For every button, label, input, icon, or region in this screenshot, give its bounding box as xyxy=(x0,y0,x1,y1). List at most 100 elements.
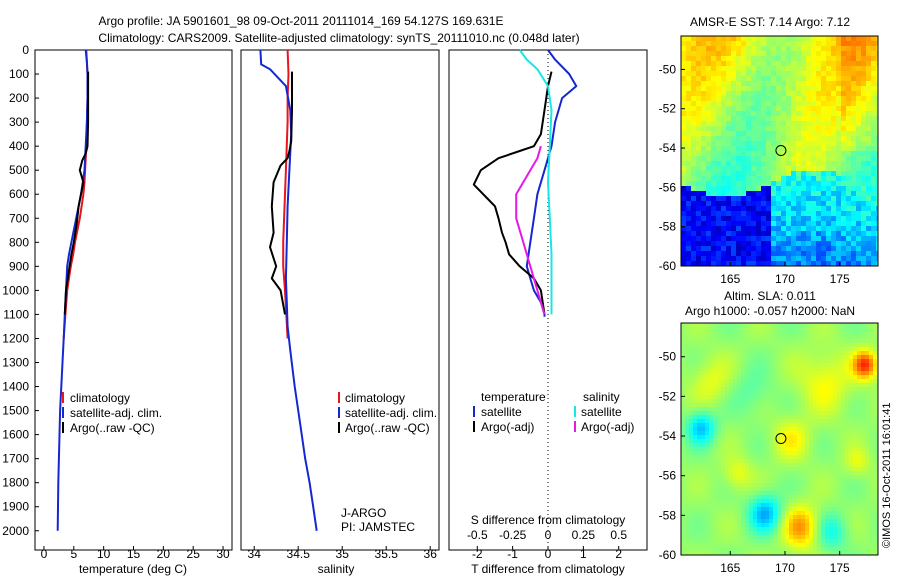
heatmap-cell xyxy=(805,523,810,528)
heatmap-cell xyxy=(841,523,846,528)
heatmap-cell xyxy=(849,435,854,440)
y-tick-label: -54 xyxy=(659,429,677,443)
heatmap-cell xyxy=(726,231,732,237)
heatmap-cell xyxy=(871,211,877,217)
heatmap-cell xyxy=(731,211,737,217)
heatmap-cell xyxy=(845,407,850,412)
heatmap-cell xyxy=(709,339,714,344)
heatmap-cell xyxy=(761,411,766,416)
heatmap-cell xyxy=(757,339,762,344)
heatmap-cell xyxy=(829,551,834,555)
heatmap-cell xyxy=(736,116,742,122)
heatmap-cell xyxy=(716,231,722,237)
heatmap-cell xyxy=(826,101,832,107)
heatmap-cell xyxy=(833,407,838,412)
heatmap-cell xyxy=(865,423,870,428)
heatmap-cell xyxy=(796,156,802,162)
heatmap-cell xyxy=(836,171,842,177)
heatmap-cell xyxy=(733,383,738,388)
heatmap-cell xyxy=(786,56,792,62)
heatmap-cell xyxy=(721,395,726,400)
heatmap-cell xyxy=(806,66,812,72)
heatmap-cell xyxy=(845,387,850,392)
x-tick-label: 34.5 xyxy=(287,547,311,561)
heatmap-cell xyxy=(711,96,717,102)
heatmap-cell xyxy=(701,56,707,62)
heatmap-cell xyxy=(825,543,830,548)
heatmap-cell xyxy=(861,241,867,247)
heatmap-cell xyxy=(777,415,782,420)
heatmap-cell xyxy=(773,535,778,540)
heatmap-cell xyxy=(709,527,714,532)
heatmap-cell xyxy=(773,475,778,480)
heatmap-cell xyxy=(789,535,794,540)
heatmap-cell xyxy=(721,176,727,182)
heatmap-cell xyxy=(753,435,758,440)
heatmap-cell xyxy=(766,196,772,202)
heatmap-cell xyxy=(761,101,767,107)
heatmap-cell xyxy=(741,161,747,167)
heatmap-cell xyxy=(721,363,726,368)
heatmap-cell xyxy=(833,343,838,348)
heatmap-cell xyxy=(851,71,857,77)
heatmap-cell xyxy=(721,171,727,177)
heatmap-cell xyxy=(821,411,826,416)
sla-map-subtitle: Argo h1000: -0.057 h2000: NaN xyxy=(685,304,855,318)
heatmap-cell xyxy=(796,111,802,117)
heatmap-cell xyxy=(741,379,746,384)
heatmap-cell xyxy=(701,261,707,266)
heatmap-cell xyxy=(749,491,754,496)
heatmap-cell xyxy=(706,236,712,242)
heatmap-cell xyxy=(829,411,834,416)
heatmap-cell xyxy=(726,201,732,207)
heatmap-cell xyxy=(757,463,762,468)
heatmap-cell xyxy=(821,371,826,376)
heatmap-cell xyxy=(689,495,694,500)
heatmap-cell xyxy=(781,527,786,532)
heatmap-cell xyxy=(745,471,750,476)
heatmap-cell xyxy=(829,415,834,420)
heatmap-cell xyxy=(726,191,732,197)
heatmap-cell xyxy=(685,367,690,372)
heatmap-cell xyxy=(696,186,702,192)
heatmap-cell xyxy=(726,221,732,227)
heatmap-cell xyxy=(873,331,878,336)
heatmap-cell xyxy=(721,383,726,388)
heatmap-cell xyxy=(709,455,714,460)
heatmap-cell xyxy=(717,335,722,340)
heatmap-cell xyxy=(766,61,772,67)
heatmap-cell xyxy=(873,519,878,524)
heatmap-cell xyxy=(876,71,878,77)
heatmap-cell xyxy=(785,339,790,344)
heatmap-cell xyxy=(689,515,694,520)
heatmap-cell xyxy=(729,399,734,404)
heatmap-cell xyxy=(845,507,850,512)
heatmap-cell xyxy=(725,399,730,404)
heatmap-cell xyxy=(821,415,826,420)
heatmap-cell xyxy=(751,116,757,122)
heatmap-cell xyxy=(701,547,706,552)
heatmap-cell xyxy=(681,451,686,456)
heatmap-cell xyxy=(769,543,774,548)
heatmap-cell xyxy=(721,141,727,147)
heatmap-cell xyxy=(836,56,842,62)
heatmap-cell xyxy=(749,403,754,408)
heatmap-cell xyxy=(821,131,827,137)
heatmap-cell xyxy=(721,221,727,227)
heatmap-cell xyxy=(801,146,807,152)
heatmap-cell xyxy=(801,256,807,262)
heatmap-cell xyxy=(831,91,837,97)
heatmap-cell xyxy=(689,411,694,416)
heatmap-cell xyxy=(833,355,838,360)
heatmap-cell xyxy=(757,363,762,368)
heatmap-cell xyxy=(789,359,794,364)
heatmap-cell xyxy=(829,343,834,348)
heatmap-cell xyxy=(777,523,782,528)
heatmap-cell xyxy=(726,66,732,72)
heatmap-cell xyxy=(789,547,794,552)
heatmap-cell xyxy=(711,221,717,227)
heatmap-cell xyxy=(731,226,737,232)
heatmap-cell xyxy=(796,96,802,102)
heatmap-cell xyxy=(777,491,782,496)
y-tick-label: 400 xyxy=(9,139,29,153)
